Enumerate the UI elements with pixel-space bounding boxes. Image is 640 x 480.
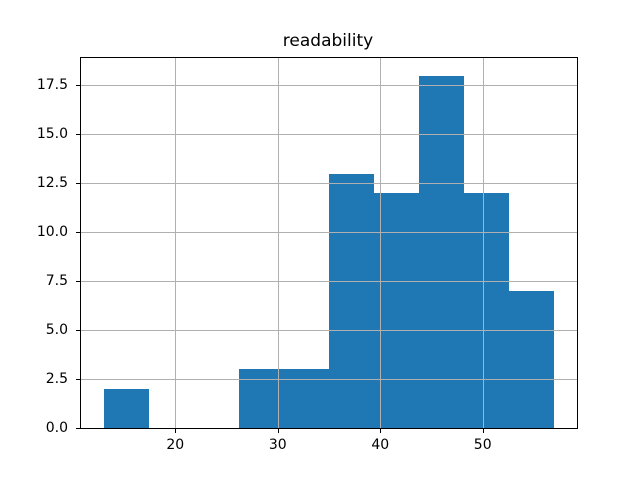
y-tick-mark <box>76 281 80 283</box>
gridline-y <box>81 232 577 234</box>
gridline-y <box>81 330 577 332</box>
y-tick-mark <box>76 183 80 185</box>
y-tick-label: 17.5 <box>36 77 68 94</box>
y-tick-label: 2.5 <box>45 371 68 388</box>
gridline-y <box>81 183 577 185</box>
x-tick-mark <box>482 429 484 433</box>
y-tick-mark <box>76 85 80 87</box>
x-tick-label: 30 <box>268 437 287 453</box>
y-tick-mark <box>76 428 80 429</box>
gridline-x <box>380 58 382 428</box>
gridline-x <box>482 58 484 428</box>
x-tick-label: 20 <box>166 437 185 453</box>
y-tick-mark <box>76 232 80 234</box>
gridline-y <box>81 379 577 381</box>
y-tick-label: 0.0 <box>45 420 68 436</box>
chart-title: readability <box>282 31 374 51</box>
y-tick-mark <box>76 134 80 136</box>
y-tick-mark <box>76 330 80 332</box>
x-tick-mark <box>380 429 382 433</box>
gridline-x <box>175 58 177 428</box>
x-tick-mark <box>277 429 279 433</box>
histogram-bar <box>509 290 555 428</box>
gridline-y <box>81 85 577 87</box>
plot-area <box>80 57 578 429</box>
gridline-y <box>81 134 577 136</box>
gridline-y <box>81 281 577 283</box>
x-tick-label: 40 <box>371 437 390 453</box>
y-tick-label: 10.0 <box>36 224 68 241</box>
y-tick-label: 5.0 <box>45 322 68 339</box>
histogram-bar <box>329 173 375 428</box>
gridline-x <box>277 58 279 428</box>
histogram-bar <box>103 388 149 428</box>
y-tick-label: 12.5 <box>36 175 68 192</box>
y-tick-mark <box>76 379 80 381</box>
x-tick-label: 50 <box>473 437 492 453</box>
histogram-bar <box>464 193 510 428</box>
y-tick-label: 7.5 <box>45 273 68 290</box>
histogram-bar <box>419 75 465 428</box>
x-tick-mark <box>175 429 177 433</box>
y-tick-label: 15.0 <box>36 126 68 143</box>
